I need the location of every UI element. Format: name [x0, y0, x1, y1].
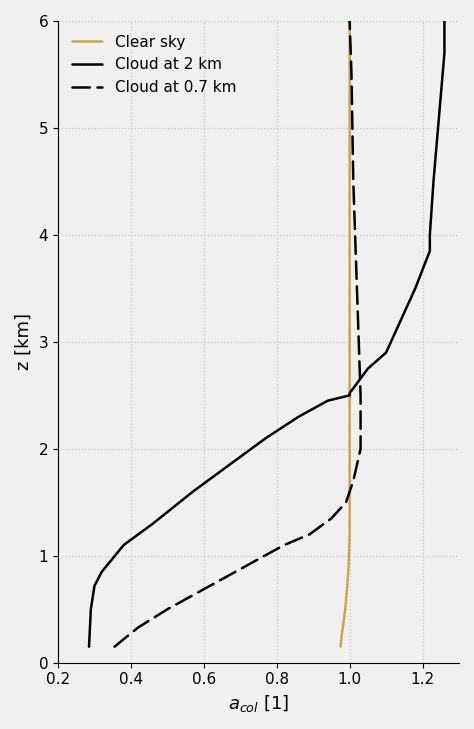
Cloud at 0.7 km	[358, 445, 364, 453]
Cloud at 2 km	[442, 17, 447, 26]
Cloud at 0.7 km	[136, 623, 141, 632]
Cloud at 0.7 km	[358, 391, 364, 399]
Cloud at 0.7 km	[328, 514, 334, 523]
Clear sky	[347, 17, 353, 26]
Cloud at 2 km	[383, 348, 389, 357]
Cloud at 0.7 km	[121, 635, 127, 644]
Clear sky	[344, 583, 350, 592]
X-axis label: $a_{col}$ [1]: $a_{col}$ [1]	[228, 693, 289, 714]
Cloud at 0.7 km	[307, 530, 312, 539]
Cloud at 2 km	[412, 284, 418, 293]
Cloud at 0.7 km	[348, 70, 354, 79]
Line: Cloud at 2 km: Cloud at 2 km	[89, 21, 445, 647]
Clear sky	[347, 338, 353, 346]
Cloud at 0.7 km	[347, 17, 353, 26]
Clear sky	[347, 445, 353, 453]
Cloud at 2 km	[91, 581, 97, 590]
Clear sky	[346, 562, 351, 571]
Y-axis label: z [km]: z [km]	[15, 313, 33, 370]
Cloud at 0.7 km	[252, 557, 258, 566]
Clear sky	[337, 642, 343, 651]
Cloud at 0.7 km	[350, 177, 356, 186]
Cloud at 0.7 km	[343, 498, 349, 507]
Clear sky	[347, 177, 353, 186]
Cloud at 2 km	[88, 605, 94, 614]
Cloud at 2 km	[347, 391, 353, 399]
Clear sky	[340, 621, 346, 630]
Cloud at 2 km	[263, 434, 269, 443]
Clear sky	[347, 530, 353, 539]
Cloud at 2 km	[121, 541, 127, 550]
Clear sky	[339, 631, 345, 640]
Cloud at 2 km	[427, 246, 433, 255]
Cloud at 2 km	[431, 177, 437, 186]
Cloud at 2 km	[150, 519, 155, 528]
Legend: Clear sky, Cloud at 2 km, Cloud at 0.7 km: Clear sky, Cloud at 2 km, Cloud at 0.7 k…	[66, 28, 242, 101]
Cloud at 0.7 km	[354, 284, 360, 293]
Cloud at 2 km	[190, 487, 196, 496]
Cloud at 2 km	[86, 642, 92, 651]
Cloud at 0.7 km	[281, 541, 287, 550]
Cloud at 2 km	[427, 230, 433, 239]
Cloud at 0.7 km	[194, 589, 200, 598]
Cloud at 2 km	[347, 389, 353, 397]
Cloud at 2 km	[365, 364, 371, 373]
Cloud at 0.7 km	[350, 477, 356, 486]
Cloud at 2 km	[99, 567, 105, 576]
Clear sky	[342, 605, 348, 614]
Cloud at 2 km	[296, 413, 301, 421]
Cloud at 2 km	[438, 92, 444, 101]
Cloud at 2 km	[227, 461, 232, 469]
Cloud at 0.7 km	[223, 573, 228, 582]
Cloud at 0.7 km	[164, 605, 170, 614]
Line: Clear sky: Clear sky	[340, 21, 350, 647]
Line: Cloud at 0.7 km: Cloud at 0.7 km	[115, 21, 361, 647]
Cloud at 0.7 km	[112, 642, 118, 651]
Cloud at 2 km	[442, 49, 447, 58]
Cloud at 2 km	[325, 397, 331, 405]
